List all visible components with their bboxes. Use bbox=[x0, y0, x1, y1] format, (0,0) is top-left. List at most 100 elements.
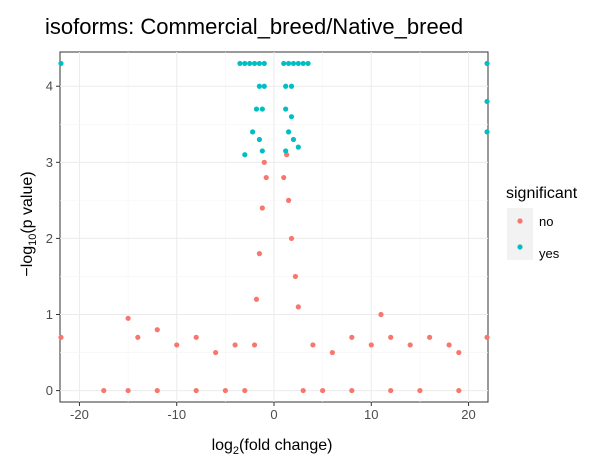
y-tick-label: 4 bbox=[46, 79, 53, 94]
point-yes bbox=[484, 129, 490, 135]
y-axis-ticks: 0 1 2 3 4 bbox=[46, 79, 60, 398]
x-tick-label: 20 bbox=[461, 407, 475, 422]
point-yes bbox=[285, 60, 292, 67]
point-no bbox=[292, 273, 298, 280]
legend-swatch-no bbox=[517, 218, 523, 224]
point-no bbox=[213, 349, 219, 356]
point-yes bbox=[283, 83, 289, 89]
point-yes bbox=[261, 83, 267, 89]
point-no bbox=[446, 342, 452, 348]
point-no bbox=[300, 387, 306, 394]
point-no bbox=[484, 334, 490, 340]
point-no bbox=[456, 349, 462, 356]
point-yes bbox=[242, 60, 248, 67]
point-yes bbox=[295, 144, 301, 150]
x-tick-label: -10 bbox=[167, 407, 186, 422]
y-axis-title-main: −log bbox=[19, 246, 36, 277]
point-no bbox=[456, 387, 462, 394]
legend-title: significant bbox=[506, 185, 578, 202]
x-tick-label: -20 bbox=[70, 407, 89, 422]
legend-label-no: no bbox=[539, 214, 553, 229]
point-no bbox=[417, 387, 423, 394]
point-no bbox=[427, 334, 433, 340]
point-yes bbox=[259, 106, 265, 112]
point-no bbox=[101, 387, 107, 394]
point-yes bbox=[283, 148, 289, 154]
y-tick-label: 3 bbox=[46, 155, 53, 170]
point-yes bbox=[261, 60, 267, 67]
point-yes bbox=[288, 83, 295, 89]
point-no bbox=[232, 342, 238, 348]
point-no bbox=[259, 205, 265, 211]
point-yes bbox=[259, 148, 265, 154]
y-tick-label: 0 bbox=[46, 383, 53, 398]
point-no bbox=[251, 342, 258, 348]
point-yes bbox=[250, 129, 256, 135]
point-no bbox=[193, 387, 199, 394]
point-no bbox=[58, 334, 64, 340]
point-yes bbox=[58, 60, 64, 67]
point-no bbox=[329, 349, 335, 356]
point-yes bbox=[484, 60, 490, 67]
point-yes bbox=[290, 136, 297, 143]
x-axis-title: log2(fold change) bbox=[212, 437, 333, 457]
x-axis-ticks: -20 -10 0 10 20 bbox=[70, 402, 476, 422]
point-yes bbox=[290, 60, 297, 67]
point-yes bbox=[305, 60, 311, 67]
point-yes bbox=[251, 60, 258, 67]
point-no bbox=[154, 327, 160, 333]
point-yes bbox=[300, 60, 306, 67]
point-yes bbox=[253, 106, 260, 112]
data-points bbox=[58, 60, 490, 394]
x-axis-title-subscript: 2 bbox=[233, 445, 239, 457]
chart-title: isoforms: Commercial_breed/Native_breed bbox=[45, 14, 463, 39]
point-yes bbox=[295, 60, 301, 67]
point-yes bbox=[242, 152, 248, 158]
legend-label-yes: yes bbox=[539, 246, 560, 261]
point-no bbox=[288, 235, 295, 242]
point-no bbox=[193, 334, 199, 340]
point-no bbox=[261, 159, 267, 165]
point-no bbox=[154, 387, 160, 394]
x-axis-title-main: log bbox=[212, 437, 233, 454]
point-no bbox=[135, 334, 141, 340]
point-no bbox=[320, 387, 326, 394]
point-yes bbox=[283, 106, 289, 112]
point-no bbox=[378, 311, 384, 318]
point-yes bbox=[288, 114, 295, 120]
point-no bbox=[281, 174, 287, 181]
point-no bbox=[222, 387, 228, 394]
x-tick-label: 10 bbox=[364, 407, 378, 422]
point-no bbox=[368, 342, 374, 348]
point-no bbox=[242, 387, 248, 394]
point-no bbox=[174, 342, 180, 348]
point-no bbox=[263, 174, 269, 181]
point-yes bbox=[281, 60, 287, 67]
point-no bbox=[407, 342, 413, 348]
point-yes bbox=[247, 60, 253, 67]
point-no bbox=[253, 296, 260, 302]
x-axis-title-rest: (fold change) bbox=[239, 437, 332, 454]
point-no bbox=[125, 387, 131, 394]
point-no bbox=[388, 387, 394, 394]
point-no bbox=[125, 315, 131, 321]
point-yes bbox=[237, 60, 243, 67]
point-yes bbox=[256, 60, 263, 67]
point-yes bbox=[256, 136, 263, 143]
point-no bbox=[285, 197, 292, 203]
y-tick-label: 1 bbox=[46, 307, 53, 322]
y-axis-title-rest: (p value) bbox=[19, 171, 36, 233]
legend: significant no yes bbox=[506, 185, 578, 261]
point-no bbox=[310, 342, 316, 348]
point-no bbox=[388, 334, 394, 340]
x-tick-label: 0 bbox=[270, 407, 277, 422]
point-yes bbox=[285, 129, 292, 135]
y-tick-label: 2 bbox=[46, 231, 53, 246]
y-axis-title: −log10(p value) bbox=[19, 171, 39, 276]
point-no bbox=[349, 334, 355, 340]
point-no bbox=[295, 304, 301, 310]
point-yes bbox=[484, 98, 490, 105]
legend-swatch-yes bbox=[517, 244, 523, 250]
point-yes bbox=[256, 83, 263, 89]
